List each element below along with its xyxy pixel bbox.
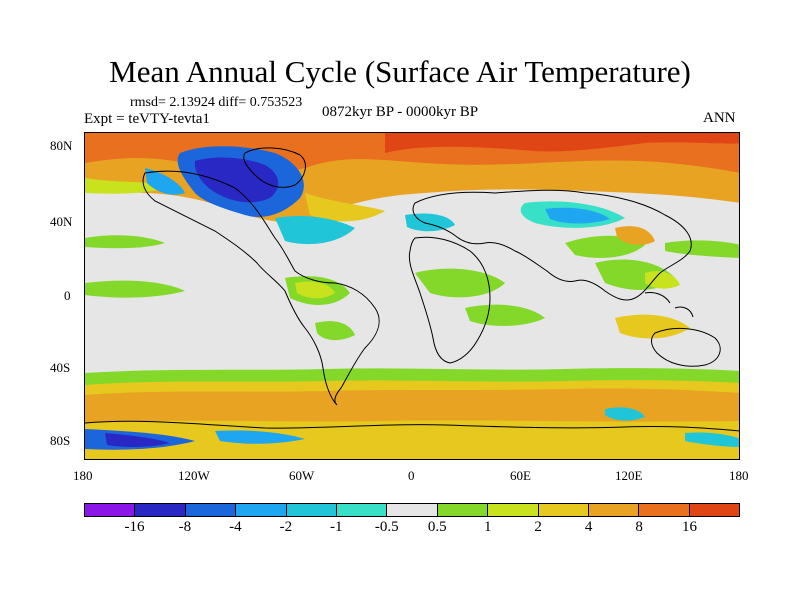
colorbar-segment (387, 504, 438, 516)
colorbar-tick-label: 2 (534, 519, 542, 535)
lon-tick-label: 180 (729, 468, 749, 483)
colorbar-segment (588, 504, 640, 516)
colorbar-tick-label: -4 (229, 519, 242, 535)
lon-tick-label: 120W (178, 468, 210, 483)
colorbar-tick-label: -0.5 (374, 519, 399, 535)
colorbar-tick-label: -8 (178, 519, 192, 535)
lat-tick-label: 80S (50, 433, 71, 448)
lon-tick-label: 60E (510, 468, 531, 483)
lat-tick-label: 40S (50, 360, 71, 375)
colorbar-segment (437, 504, 489, 516)
lat-tick-label: 80N (50, 138, 73, 153)
colorbar-tick-label: -2 (279, 519, 293, 535)
colorbar-tick-label: 8 (635, 519, 643, 535)
lat-tick-label: 0 (64, 288, 71, 303)
colorbar-segment (85, 504, 136, 516)
colorbar-segment (336, 504, 388, 516)
experiment-label: Expt = teVTY-tevta1 (84, 111, 210, 127)
colorbar-tick-label: 16 (682, 519, 698, 535)
lon-tick-label: 120E (615, 468, 643, 483)
colorbar-segment (236, 504, 287, 516)
colorbar-segment (286, 504, 337, 516)
colorbar (84, 503, 740, 517)
lon-tick-label: 180 (73, 468, 93, 483)
lon-tick-label: 60W (289, 468, 315, 483)
map-panel (84, 132, 740, 460)
colorbar-segment (689, 504, 740, 516)
temperature-map (85, 133, 739, 459)
colorbar-tick-label: 0.5 (427, 519, 447, 535)
colorbar-tick-label: 4 (584, 519, 593, 535)
plot-title: Mean Annual Cycle (Surface Air Temperatu… (109, 54, 691, 89)
stats-text: rmsd= 2.13924 diff= 0.753523 (130, 95, 303, 110)
lat-tick-label: 40N (50, 214, 73, 229)
colorbar-tick-label: -1 (330, 519, 343, 535)
colorbar-tick-label: 1 (483, 519, 492, 535)
period-label: 0872kyr BP - 0000kyr BP (322, 104, 479, 120)
colorbar-tick-label: -16 (124, 519, 145, 535)
colorbar-segment (185, 504, 237, 516)
season-label: ANN (703, 110, 736, 126)
colorbar-segment (135, 504, 186, 516)
coastlines (85, 147, 739, 432)
lon-tick-label: 0 (408, 468, 415, 483)
colorbar-segment (538, 504, 589, 516)
colorbar-segment (639, 504, 690, 516)
colorbar-segment (488, 504, 539, 516)
